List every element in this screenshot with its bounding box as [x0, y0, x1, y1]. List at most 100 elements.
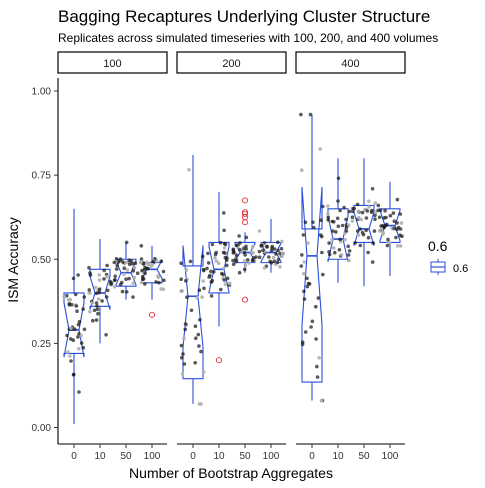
jitter-point — [336, 176, 341, 180]
jitter-point — [250, 244, 255, 249]
jitter-point — [319, 218, 323, 222]
facet-strip-label: 400 — [341, 58, 359, 70]
legend-key — [430, 259, 446, 275]
jitter-point — [270, 244, 275, 249]
jitter-point — [267, 255, 271, 259]
jitter-point — [179, 343, 184, 348]
jitter-point — [265, 245, 269, 249]
x-tick-label: 0 — [309, 451, 315, 462]
jitter-point — [279, 246, 284, 251]
jitter-point — [198, 318, 202, 322]
jitter-point — [257, 229, 262, 233]
jitter-point — [180, 355, 184, 360]
jitter-point — [302, 297, 307, 301]
jitter-point — [251, 251, 255, 255]
jitter-point — [131, 269, 136, 273]
jitter-point — [87, 288, 92, 292]
jitter-point — [222, 246, 227, 250]
jitter-point — [223, 282, 228, 287]
jitter-point — [222, 211, 226, 215]
jitter-point — [321, 204, 325, 209]
jitter-point — [355, 202, 360, 207]
jitter-point — [62, 295, 66, 299]
outlier-point — [241, 219, 249, 226]
y-tick-label: 1.00 — [32, 87, 52, 98]
jitter-point — [392, 219, 397, 223]
jitter-point — [184, 279, 188, 283]
jitter-point — [162, 278, 166, 283]
jitter-point — [182, 337, 186, 341]
jitter-point — [100, 299, 104, 303]
jitter-point — [234, 257, 238, 262]
jitter-point — [222, 278, 227, 282]
jitter-point — [350, 215, 355, 219]
x-tick-label: 0 — [71, 451, 77, 462]
jitter-point — [69, 326, 73, 331]
jitter-point — [234, 243, 239, 248]
jitter-point — [201, 370, 206, 375]
jitter-point — [379, 224, 383, 228]
jitter-point — [114, 267, 119, 271]
facet-strip-label: 100 — [103, 58, 121, 70]
jitter-point — [306, 241, 310, 245]
jitter-point — [82, 327, 87, 332]
jitter-point — [272, 247, 277, 251]
jitter-point — [207, 275, 211, 279]
y-tick-label: 0.00 — [32, 423, 52, 434]
jitter-point — [97, 287, 102, 292]
jitter-point — [276, 257, 281, 262]
jitter-point — [243, 263, 248, 268]
jitter-point — [76, 322, 81, 327]
jitter-point — [124, 277, 128, 282]
jitter-point — [184, 268, 189, 272]
jitter-point — [117, 259, 121, 263]
jitter-point — [79, 334, 83, 338]
jitter-point — [157, 280, 161, 285]
jitter-point — [94, 301, 99, 305]
jitter-point — [120, 289, 125, 294]
jitter-point — [97, 278, 102, 282]
jitter-point — [234, 253, 239, 257]
jitter-point — [66, 298, 71, 302]
jitter-point — [199, 402, 203, 406]
jitter-point — [381, 230, 385, 235]
facet-strip-label: 200 — [222, 58, 240, 70]
jitter-point — [185, 295, 189, 300]
boxplot-100-10 — [87, 239, 114, 344]
jitter-point — [97, 273, 101, 277]
jitter-point — [71, 276, 76, 281]
jitter-point — [337, 248, 342, 252]
jitter-point — [88, 310, 92, 314]
jitter-point — [278, 264, 282, 269]
jitter-point — [388, 213, 393, 218]
jitter-point — [65, 333, 69, 338]
jitter-point — [361, 232, 366, 237]
jitter-point — [305, 276, 309, 281]
jitter-point — [179, 277, 183, 282]
jitter-point — [394, 235, 398, 240]
jitter-point — [95, 307, 100, 312]
jitter-point — [321, 272, 325, 277]
jitter-point — [195, 296, 199, 300]
jitter-point — [231, 258, 235, 263]
jitter-point — [188, 259, 193, 264]
jitter-point — [336, 224, 341, 229]
jitter-point — [358, 243, 363, 248]
jitter-point — [96, 311, 100, 316]
jitter-point — [87, 291, 91, 295]
jitter-point — [93, 285, 98, 290]
jitter-point — [395, 244, 400, 248]
jitter-point — [353, 241, 358, 245]
jitter-point — [331, 229, 335, 233]
jitter-point — [161, 269, 166, 274]
jitter-point — [300, 253, 304, 257]
jitter-point — [367, 205, 372, 209]
jitter-point — [350, 219, 355, 223]
jitter-point — [92, 308, 97, 313]
jitter-point — [395, 221, 399, 225]
jitter-point — [358, 227, 362, 231]
jitter-point — [124, 260, 128, 265]
jitter-point — [73, 292, 78, 297]
jitter-point — [125, 268, 130, 272]
jitter-point — [306, 281, 311, 286]
